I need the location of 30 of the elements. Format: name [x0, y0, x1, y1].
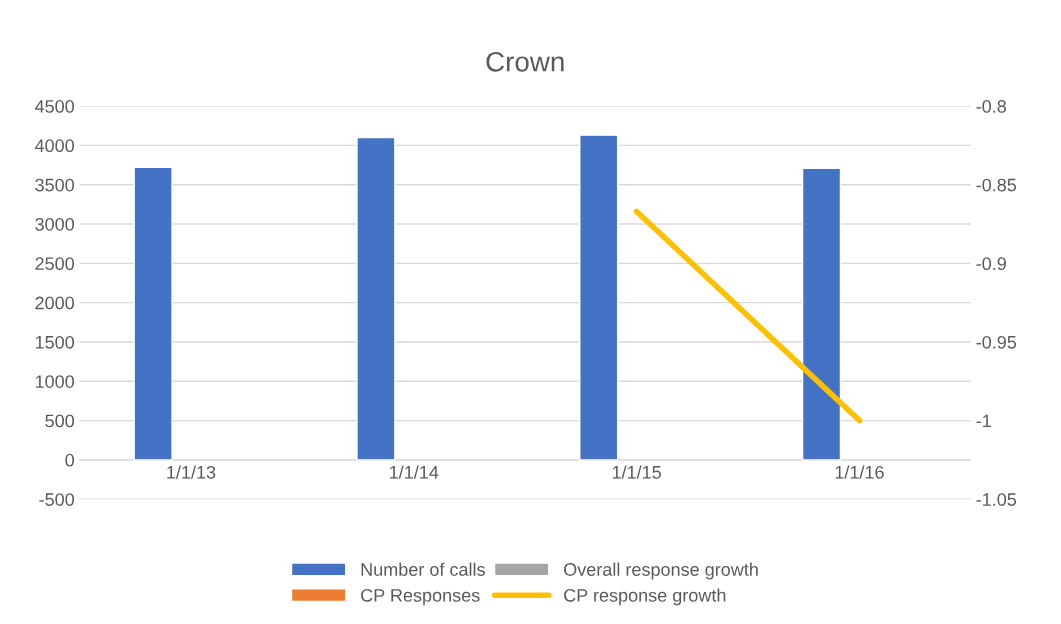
y-tick-label: 3000	[35, 217, 75, 231]
y-tick-label: 4000	[34, 139, 75, 153]
x-tick-label: 1/1/14	[390, 465, 439, 479]
x-tick-label: 1/1/15	[612, 465, 661, 479]
y2-tick-label: -0.8	[976, 100, 1006, 113]
y-tick-label: 1500	[35, 335, 75, 349]
chart-title: Crown	[486, 51, 564, 72]
legend-label: Number of calls	[361, 562, 485, 576]
y2-tick-label: -1	[976, 414, 991, 428]
y-tick-label: -500	[39, 493, 75, 506]
bar	[356, 136, 396, 461]
y-tick-label: 1000	[35, 375, 75, 388]
legend-label: CP Responses	[361, 588, 480, 606]
x-tick-label: 1/1/13	[167, 465, 216, 479]
y2-tick-label: -0.85	[976, 178, 1017, 192]
legend-label: CP response growth	[564, 588, 726, 606]
y2-tick-label: -0.95	[976, 335, 1017, 349]
y-tick-label: 2000	[35, 296, 75, 310]
y-tick-label: 0	[65, 453, 75, 467]
y-tick-label: 4500	[34, 100, 75, 113]
y-tick-label: 3500	[35, 178, 75, 192]
y-tick-label: 500	[45, 414, 75, 428]
legend-label: Overall response growth	[564, 562, 758, 580]
x-tick-label: 1/1/16	[835, 465, 884, 479]
bar	[801, 167, 842, 461]
bar	[133, 166, 173, 461]
bar	[579, 134, 619, 461]
y-tick-label: 2500	[35, 257, 75, 271]
y2-tick-label: -0.9	[976, 257, 1006, 271]
y2-tick-label: -1.05	[976, 493, 1017, 506]
